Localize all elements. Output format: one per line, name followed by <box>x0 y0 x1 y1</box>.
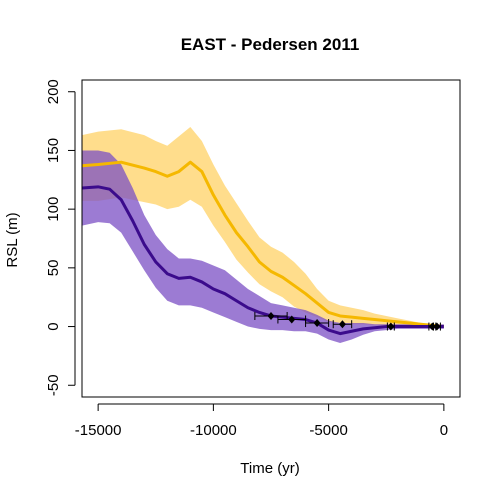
observations <box>254 311 441 331</box>
observation-7 <box>432 322 441 331</box>
observation-5 <box>386 322 395 331</box>
y-tick-label: 0 <box>45 322 62 330</box>
y-tick-label: 50 <box>45 260 62 277</box>
observation-marker <box>267 311 275 320</box>
confidence-band-2 <box>82 150 444 343</box>
chart-title: EAST - Pedersen 2011 <box>181 35 360 54</box>
observation-marker <box>313 319 321 328</box>
y-tick-label: 100 <box>45 197 62 222</box>
series-line-1 <box>82 160 445 329</box>
observation-4 <box>332 320 353 329</box>
observation-marker <box>428 322 436 331</box>
x-tick-label: -10000 <box>190 422 237 439</box>
y-tick-label: 150 <box>45 138 62 163</box>
x-tick-label: 0 <box>440 422 448 439</box>
x-tick-label: -15000 <box>75 422 122 439</box>
observation-marker <box>288 315 296 324</box>
observation-marker <box>387 322 395 331</box>
plot-frame <box>81 79 461 398</box>
confidence-bands <box>82 126 444 343</box>
x-axis: -15000 -10000 -5000 0 <box>75 403 448 439</box>
y-axis: -50 0 50 100 150 200 <box>45 79 76 396</box>
observation-marker <box>433 322 441 331</box>
observation-marker <box>338 320 346 329</box>
series-line-2 <box>82 185 444 336</box>
x-tick-label: -5000 <box>309 422 347 439</box>
observation-3 <box>305 319 330 328</box>
y-tick-label: 200 <box>45 79 62 104</box>
x-axis-label: Time (yr) <box>240 460 299 477</box>
confidence-band-1 <box>82 126 444 328</box>
y-tick-label: -50 <box>45 374 62 396</box>
y-axis-label: RSL (m) <box>4 212 21 267</box>
observation-1 <box>254 311 288 320</box>
series-lines <box>82 160 445 336</box>
